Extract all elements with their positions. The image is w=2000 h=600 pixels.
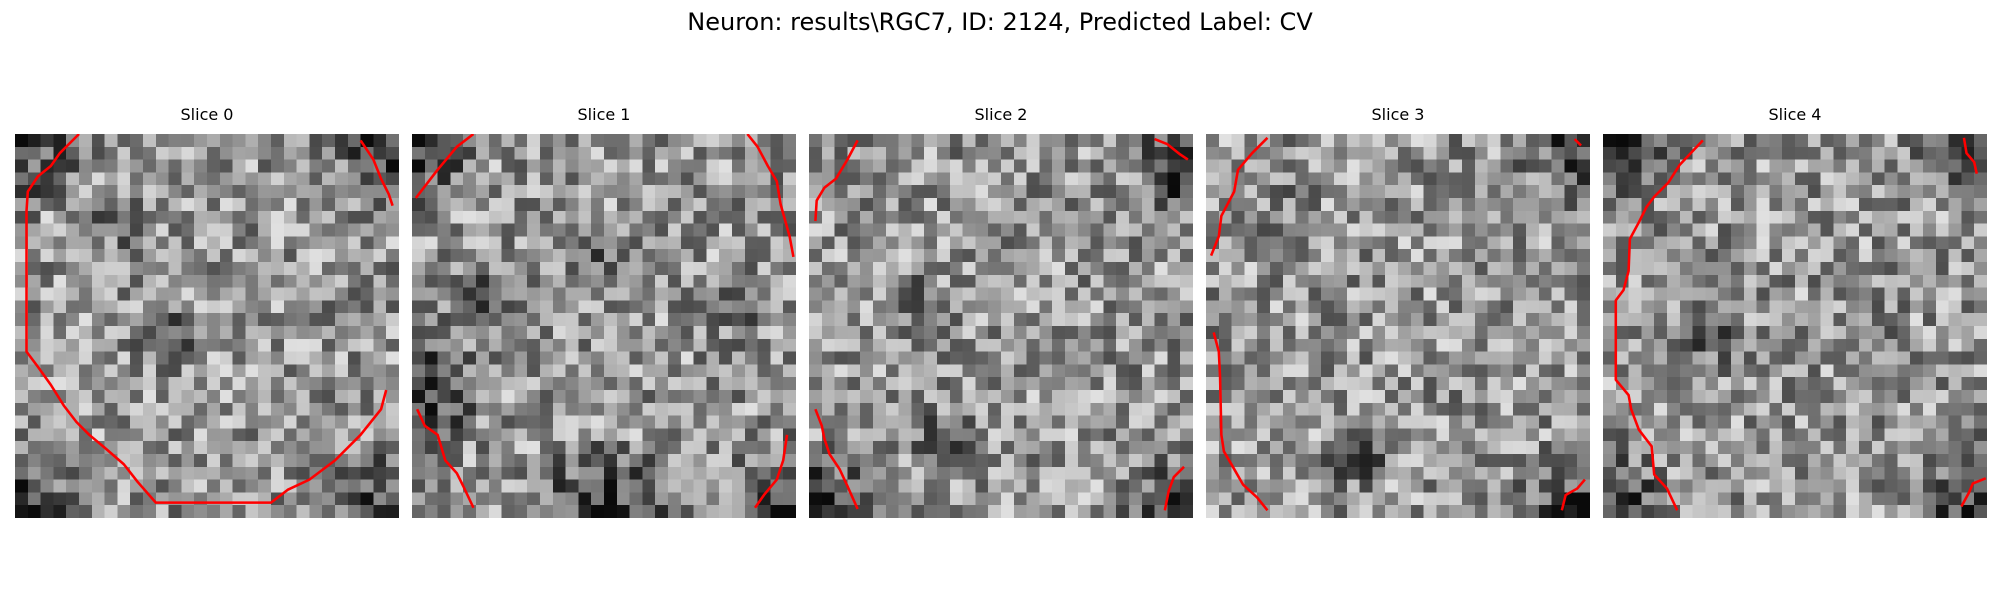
figure-title: Neuron: results\RGC7, ID: 2124, Predicte…	[687, 8, 1313, 36]
slice-title: Slice 4	[1768, 105, 1822, 124]
slice-image	[1603, 134, 1987, 518]
contour-line	[746, 134, 795, 258]
contour-line	[359, 139, 394, 207]
contour-line	[1962, 137, 1979, 174]
slice-panel-4: Slice 4	[1603, 105, 1987, 518]
slice-panel-2: Slice 2	[809, 105, 1193, 518]
contour-line	[25, 134, 388, 504]
contour-line	[1960, 477, 1987, 508]
slice-panel-0: Slice 0	[15, 105, 399, 518]
pixel-grid	[809, 134, 1193, 518]
slice-image	[809, 134, 1193, 518]
slice-title: Slice 0	[180, 105, 234, 124]
contour-line	[814, 139, 859, 222]
contour-line	[414, 134, 475, 199]
contour-line	[1614, 139, 1704, 511]
slice-title: Slice 1	[577, 105, 631, 124]
contour-line	[1573, 138, 1582, 147]
contour-line	[753, 434, 789, 509]
slice-image	[15, 134, 399, 518]
slice-panel-1: Slice 1	[412, 105, 796, 518]
contour-line	[1209, 136, 1269, 257]
slice-title: Slice 2	[974, 105, 1028, 124]
contour-line	[415, 408, 475, 509]
contour-line	[1560, 478, 1586, 511]
pixel-grid	[412, 134, 796, 518]
slice-title: Slice 3	[1371, 105, 1425, 124]
contour-line	[814, 408, 859, 510]
pixel-grid	[15, 134, 399, 518]
contour-line	[1154, 137, 1189, 161]
contour-line	[1163, 465, 1185, 511]
slice-image	[1206, 134, 1590, 518]
slice-image	[412, 134, 796, 518]
pixel-grid	[1603, 134, 1987, 518]
contour-line	[1212, 332, 1269, 512]
pixel-grid	[1206, 134, 1590, 518]
slice-panel-3: Slice 3	[1206, 105, 1590, 518]
